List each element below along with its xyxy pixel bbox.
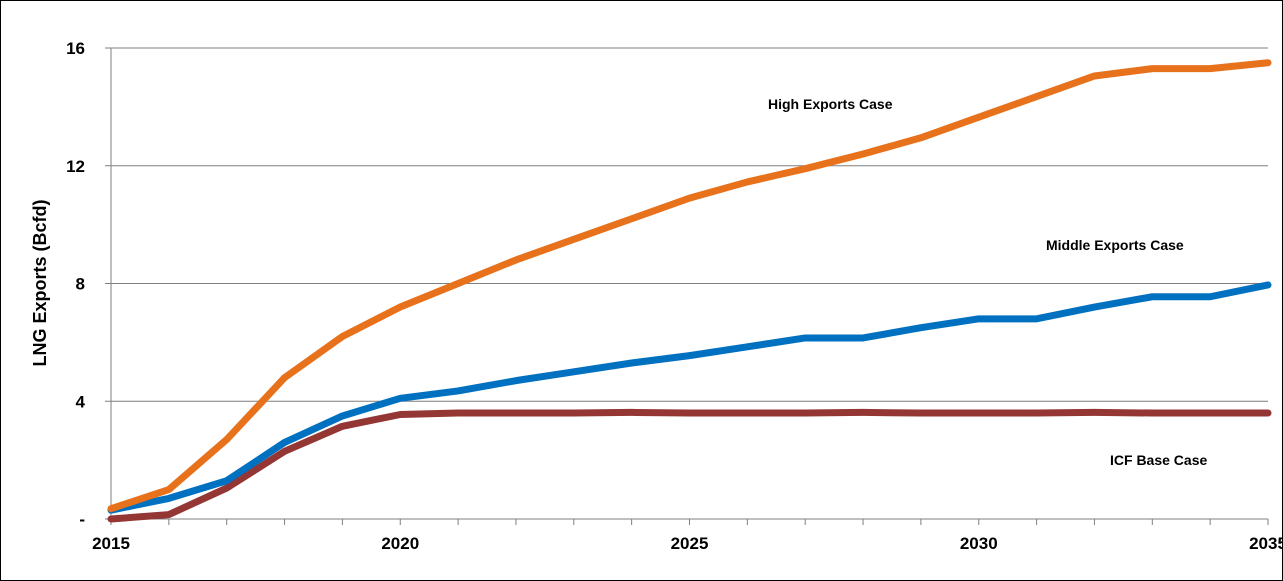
series-line-high-exports-case [107, 59, 1272, 513]
series-label-middle-exports-case: Middle Exports Case [1046, 237, 1184, 253]
gridlines [111, 47, 1268, 402]
series-label-high-exports-case: High Exports Case [768, 96, 893, 112]
x-tick-label-2015: 2015 [92, 534, 130, 553]
y-tick-label-8: 8 [76, 275, 85, 294]
y-tick-label-4: 4 [76, 392, 86, 411]
y-tick-label-0: - [79, 510, 85, 529]
y-tick-label-12: 12 [66, 157, 85, 176]
series-line-middle-exports-case [107, 281, 1272, 514]
y-tick-labels: - 4 8 12 16 [66, 39, 85, 529]
x-tick-labels: 2015 2020 2025 2030 2035 [92, 534, 1283, 553]
x-tick-label-2035: 2035 [1249, 534, 1283, 553]
x-tick-label-2025: 2025 [671, 534, 709, 553]
series-lines [107, 59, 1272, 523]
series-labels: High Exports Case Middle Exports Case ICF … [768, 96, 1207, 468]
y-tick-label-16: 16 [66, 39, 85, 58]
series-label-icf-base-case: ICF Base Case [1110, 452, 1207, 468]
x-tick-label-2020: 2020 [381, 534, 419, 553]
x-tick-label-2030: 2030 [960, 534, 998, 553]
series-line-icf-base-case [107, 408, 1272, 523]
y-axis-title: LNG Exports (Bcfd) [30, 199, 50, 366]
